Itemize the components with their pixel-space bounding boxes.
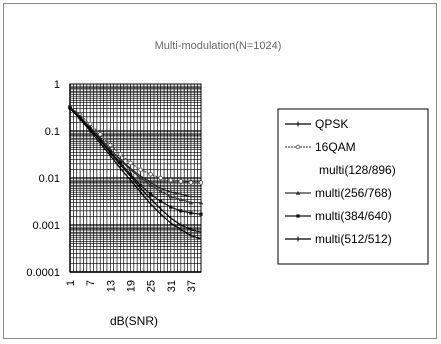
data-point [128,160,133,166]
legend-label: multi(256/768) [315,186,392,200]
data-point [118,152,123,157]
x-axis-label: dB(SNR) [110,314,158,328]
data-point [158,175,163,181]
data-point [149,192,153,196]
data-point [148,172,153,177]
data-point [138,183,143,187]
legend-label: multi(384/640) [315,209,392,223]
data-point [159,199,163,203]
chart-frame: Multi-modulation(N=1024) 1 0.1 0.01 0.001 0.… [3,3,437,339]
series-layer [67,104,204,242]
data-point [168,194,173,199]
legend-label: multi(512/512) [315,232,392,246]
data-point [178,197,184,202]
y-tick-label: 0.1 [45,126,60,138]
data-point [148,183,153,188]
x-tick-label: 31 [166,280,178,292]
legend-label: QPSK [315,117,348,131]
data-point [138,167,143,172]
data-point [138,175,143,180]
grid-lines [69,84,202,273]
data-point [198,200,204,205]
series-line-1 [69,108,202,240]
x-tick-label: 37 [186,280,198,292]
data-point [188,200,194,205]
data-point [98,132,103,137]
data-point [198,180,204,185]
data-point [188,180,194,185]
data-point [179,209,183,213]
x-tick-label: 1 [65,280,77,286]
data-point [295,144,301,150]
chart-svg: Multi-modulation(N=1024) 1 0.1 0.01 0.001 0.… [26,40,429,328]
data-point [169,205,173,209]
axes: 1 0.1 0.01 0.001 0.0001 1 7 13 19 25 31 37 [26,79,201,292]
data-point [108,142,113,148]
legend-label: 16QAM [315,140,356,154]
data-point [189,211,193,215]
chart-title: Multi-modulation(N=1024) [155,40,282,52]
data-point [295,190,301,195]
series-line-4 [69,106,201,204]
data-point [199,212,203,216]
x-tick-label: 13 [105,280,117,292]
x-tick-label: 25 [146,280,158,292]
data-point [168,177,173,183]
legend-box [277,108,429,265]
legend-label: multi(128/896) [319,163,396,177]
x-tick-label: 19 [125,280,137,292]
data-point [158,189,163,194]
y-tick-label: 1 [54,79,60,91]
y-tick-label: 0.0001 [26,267,60,279]
y-tick-label: 0.01 [39,173,60,185]
data-point [178,179,184,184]
data-point [296,214,300,218]
x-tick-label: 7 [85,280,97,286]
data-point [128,167,133,172]
legend: QPSK 16QAM multi(128/896) multi(256/768) mul… [277,108,429,265]
y-tick-label: 0.001 [32,220,60,232]
series-line-6 [69,107,202,233]
